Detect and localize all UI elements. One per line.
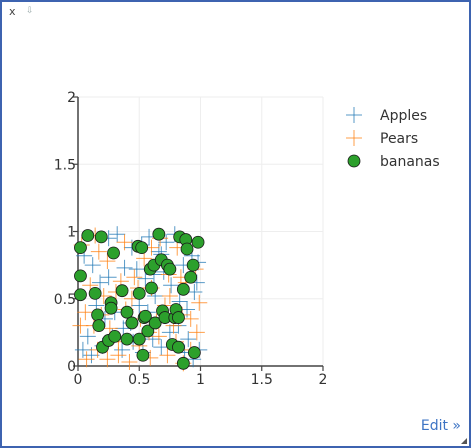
legend-symbol-pears — [346, 130, 362, 146]
bananas-point — [148, 316, 162, 330]
x-tick-label: 0.5 — [128, 372, 150, 388]
pears-point — [99, 253, 116, 270]
y-tick-label: 1 — [67, 225, 76, 241]
bananas-point — [91, 308, 104, 322]
bananas-point — [92, 319, 106, 333]
apples-point — [116, 259, 133, 276]
bananas-point — [74, 288, 87, 302]
y-tick-label: 0 — [67, 359, 76, 375]
bananas-point — [187, 346, 201, 359]
legend[interactable]: Apples Pears bananas — [346, 107, 440, 170]
pears-point — [150, 328, 167, 345]
bananas-point — [107, 246, 120, 260]
pears-point — [182, 310, 199, 327]
legend-symbol-apples — [346, 107, 362, 123]
bananas-point — [176, 282, 190, 296]
bananas-point — [94, 230, 108, 244]
bananas-point — [180, 242, 194, 256]
legend-item-pears[interactable]: Pears — [346, 130, 418, 147]
bananas-point — [141, 324, 155, 338]
pears-point — [188, 324, 205, 341]
bananas-point — [120, 305, 134, 319]
bananas-point — [163, 262, 177, 276]
apples-point — [128, 261, 145, 278]
legend-label: Pears — [380, 131, 418, 147]
pears-point — [159, 347, 176, 364]
bananas-point — [132, 332, 146, 346]
bananas-point — [136, 348, 150, 362]
bananas-point — [186, 258, 200, 272]
apples-point — [163, 277, 180, 294]
edit-link[interactable]: Edit » — [420, 418, 461, 434]
x-tick-label: 1.5 — [251, 372, 273, 388]
legend-label: bananas — [380, 154, 440, 170]
bananas-point — [74, 269, 87, 283]
pin-icon[interactable]: ⇩ — [26, 6, 34, 16]
pears-point — [72, 317, 89, 334]
bananas-point — [172, 311, 185, 324]
pears-point — [191, 294, 208, 311]
bananas-point — [81, 229, 95, 242]
apples-point — [84, 257, 101, 274]
apples-point — [158, 234, 175, 251]
grid-lines — [78, 96, 324, 366]
bananas-point — [132, 286, 146, 300]
legend-item-bananas[interactable]: bananas — [347, 154, 440, 170]
x-tick-label: 0 — [74, 372, 83, 388]
apples-point — [100, 269, 117, 286]
apples-point — [92, 274, 109, 291]
pears-point — [116, 234, 133, 251]
bananas-point — [138, 309, 152, 323]
resize-grip[interactable] — [461, 438, 467, 444]
bananas-point — [125, 316, 139, 330]
x-tick-label: 1 — [196, 372, 205, 388]
y-tick-label: 1.5 — [54, 157, 76, 173]
pears-point — [161, 288, 178, 305]
bananas-point — [145, 281, 158, 295]
bananas-point — [108, 330, 122, 343]
apples-point — [131, 297, 148, 314]
tick-labels: 00 0.5 0.5 1 1 1.5 1.5 2 2 — [54, 90, 328, 388]
apples-point — [74, 341, 91, 358]
legend-symbol-bananas — [347, 154, 361, 168]
legend-label: Apples — [380, 108, 427, 124]
bananas-point — [191, 235, 205, 249]
data-marks — [72, 226, 208, 372]
y-tick-label: 2 — [67, 90, 76, 106]
bananas-point — [135, 241, 149, 255]
legend-item-apples[interactable]: Apples — [346, 107, 427, 124]
bananas-point — [172, 340, 185, 354]
apples-point — [161, 324, 178, 341]
y-tick-label: 0.5 — [54, 292, 76, 308]
bananas-point — [74, 241, 87, 255]
pears-point — [90, 243, 107, 260]
bananas-point — [115, 284, 129, 298]
apples-point — [180, 331, 197, 348]
apples-point — [109, 226, 126, 243]
pears-point — [78, 351, 95, 368]
pears-point — [110, 347, 127, 364]
apples-point — [79, 328, 96, 345]
pears-point — [126, 269, 143, 286]
bananas-point — [120, 332, 134, 346]
bananas-point — [104, 301, 118, 315]
bananas-point — [176, 356, 190, 370]
bananas-point — [184, 270, 198, 284]
pears-point — [77, 304, 94, 321]
x-tick-label: 2 — [319, 372, 328, 388]
pears-point — [99, 351, 116, 368]
close-button[interactable]: x — [9, 5, 16, 18]
bananas-point — [152, 227, 166, 241]
pears-point — [121, 353, 138, 370]
bananas-point — [88, 286, 102, 300]
axes — [73, 96, 324, 371]
